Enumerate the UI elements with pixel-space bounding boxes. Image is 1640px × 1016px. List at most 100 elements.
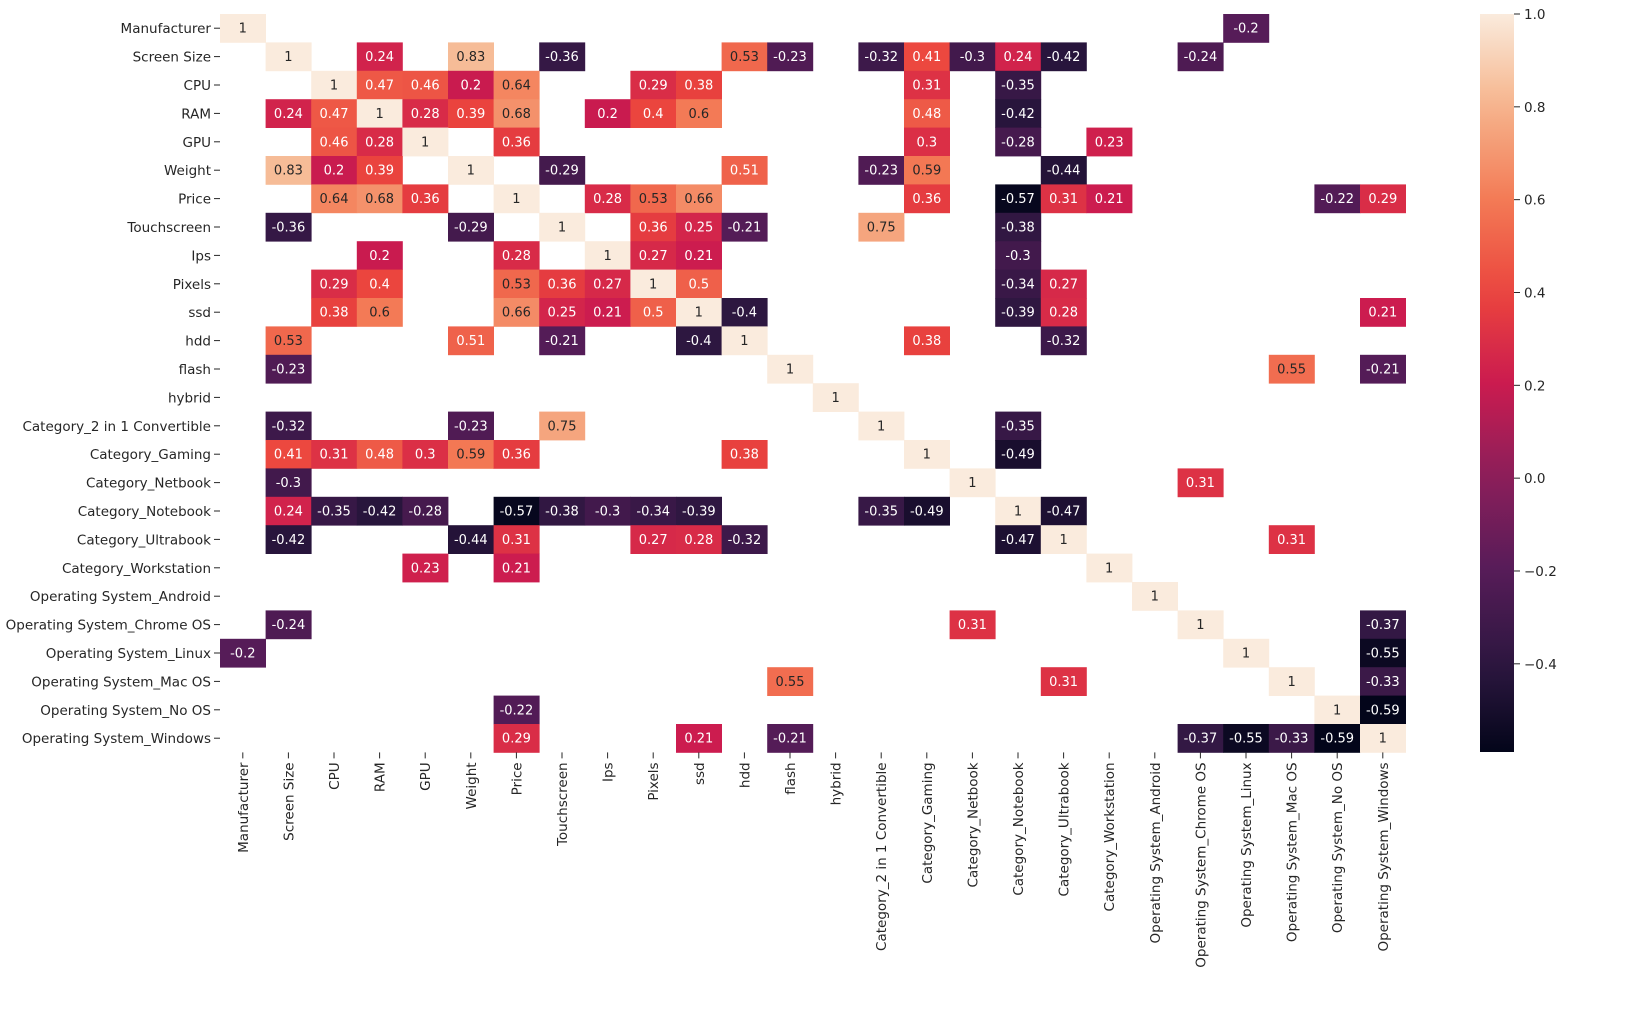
colorbar-tick-label: 0.0 [1524,471,1545,487]
cell-value-label: 0.53 [730,50,759,65]
y-tick-label: RAM [181,106,211,122]
heatmap-cell [995,42,1042,72]
y-tick-label: Operating System_Mac OS [31,674,211,690]
heatmap-cell [402,553,449,583]
x-tick-label: Touchscreen [555,762,571,847]
heatmap-cell [995,184,1042,214]
cell-value-label: 0.3 [415,448,436,463]
y-tick-label: Operating System_No OS [40,703,211,719]
heatmap-cell [584,269,631,299]
heatmap-cell [402,99,449,128]
cell-value-label: 0.47 [320,107,349,122]
heatmap-cell [311,496,358,526]
cell-value-label: 1 [284,50,292,65]
heatmap-cell [356,184,403,214]
heatmap-cell [265,468,312,498]
cell-value-label: 1 [1379,732,1387,747]
heatmap-cell [904,70,950,100]
heatmap-cell [721,156,768,185]
cell-value-label: -0.21 [773,732,807,747]
heatmap-cell [904,42,950,72]
x-tick-label: RAM [373,762,389,792]
cell-value-label: -0.47 [1001,533,1035,548]
cell-value-label: 0.2 [324,164,345,179]
cell-value-label: 0.24 [1004,50,1033,65]
heatmap-cell [311,184,358,214]
cell-value-label: -0.32 [272,419,306,434]
heatmap-cell [676,70,722,100]
heatmap-cell [265,326,312,356]
cell-value-label: 0.29 [639,79,668,94]
heatmap-cell [676,241,722,270]
heatmap-cell [220,638,266,668]
cell-value-label: -0.42 [363,505,397,520]
cell-value-label: 0.53 [502,277,531,292]
heatmap-cell [630,496,677,526]
cell-value-label: -0.4 [686,334,711,349]
heatmap-cell [1360,724,1406,753]
colorbar-tick-label: 1.0 [1524,7,1545,23]
heatmap-cell [493,496,540,526]
x-axis: Manufacturer Screen Size CPU RAM GPU Weight Pr… [236,752,1392,968]
heatmap-cell [676,525,722,554]
heatmap-cell [539,326,586,356]
cell-value-label: 0.36 [502,448,531,463]
heatmap-cell [493,269,540,299]
heatmap-cell [1177,724,1224,753]
cell-value-label: 0.31 [1186,476,1215,491]
heatmap-cell [1177,610,1224,640]
cell-value-label: 0.28 [365,135,394,150]
heatmap-cell [1040,326,1087,356]
heatmap-cell [1360,667,1406,696]
cell-value-label: -0.35 [1001,79,1035,94]
cell-value-label: 0.68 [365,192,394,207]
cell-value-label: -0.36 [545,50,579,65]
heatmap-cell [265,496,312,526]
heatmap-cell [356,156,403,185]
cell-value-label: -0.3 [1005,249,1030,264]
cell-value-label: 1 [649,277,657,292]
cell-value-label: -0.29 [545,164,579,179]
y-tick-label: Category_2 in 1 Convertible [22,419,211,435]
heatmap-cell [1177,42,1224,72]
cell-value-label: -0.21 [728,221,762,236]
y-tick-label: Pixels [173,277,211,293]
heatmap-cell [265,610,312,640]
heatmap-cell [995,298,1042,327]
cell-value-label: 0.48 [365,448,394,463]
cell-value-label: -0.42 [272,533,306,548]
heatmap-cell [1086,184,1133,214]
heatmap-cell [858,411,905,441]
heatmap-cell [721,298,768,327]
cell-value-label: 0.2 [369,249,390,264]
cell-value-label: -0.35 [1001,419,1035,434]
heatmap-cell [767,667,814,696]
colorbar-tick-label: −0.4 [1524,657,1557,673]
heatmap-cell [721,326,768,356]
heatmap-cell [356,127,403,157]
heatmap-cell [904,496,950,526]
cell-value-label: 0.75 [548,419,577,434]
cell-value-label: 0.39 [456,107,485,122]
heatmap-cell [493,724,540,753]
cell-value-label: -0.39 [682,505,716,520]
heatmap-cell [858,212,905,242]
cell-value-label: 0.27 [1049,277,1078,292]
cell-value-label: 0.27 [593,277,622,292]
y-tick-label: ssd [188,305,211,321]
heatmap-cell [448,212,494,242]
cell-value-label: 0.36 [548,277,577,292]
y-axis: Manufacturer Screen Size CPU RAM GPU Weight Pr… [6,21,220,747]
heatmap-cell [630,241,677,270]
cell-value-label: 0.31 [958,618,987,633]
heatmap-cell [539,496,586,526]
cell-value-label: 1 [239,22,247,37]
cell-value-label: -0.29 [454,221,488,236]
heatmap-cell [1360,298,1406,327]
heatmap-cell [1177,468,1224,498]
y-tick-label: Screen Size [133,50,211,66]
heatmap-cell [630,70,677,100]
x-tick-label: Manufacturer [236,762,252,853]
cell-value-label: -0.23 [272,363,306,378]
